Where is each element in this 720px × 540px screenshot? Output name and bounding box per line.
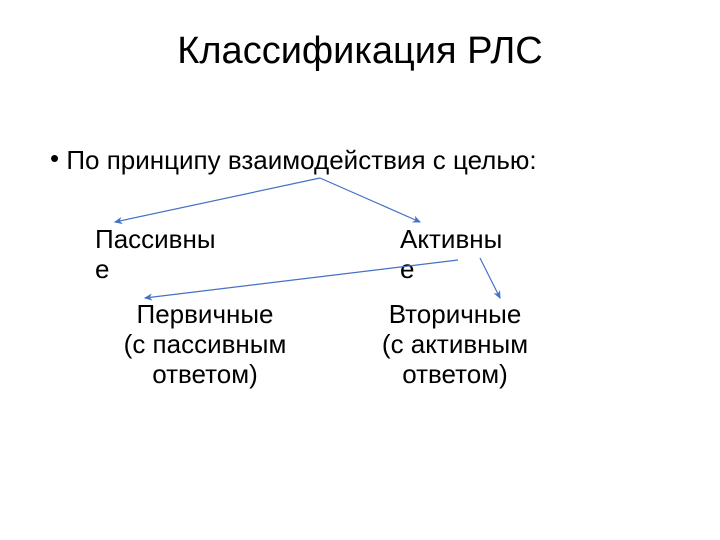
node-active: Активны е [400,225,530,285]
node-secondary-line2: (с активным [382,329,528,359]
node-passive: Пассивны е [95,225,235,285]
bullet-dot-icon: • [50,145,59,171]
node-secondary: Вторичные (с активным ответом) [360,300,550,390]
node-active-line1: Активны [400,224,502,254]
bullet-item: • По принципу взаимодействия с целью: [50,145,670,176]
node-primary-line1: Первичные [137,299,274,329]
arrow-top-to-passive [115,178,320,222]
node-secondary-line3: ответом) [402,359,508,389]
node-primary-line3: ответом) [152,359,258,389]
arrow-top-to-active [320,178,420,222]
node-primary-line2: (с пассивным [124,329,287,359]
node-secondary-line1: Вторичные [389,299,522,329]
page-title: Классификация РЛС [0,30,720,73]
node-active-line2: е [400,254,414,284]
node-passive-line1: Пассивны [95,224,216,254]
node-passive-line2: е [95,254,109,284]
node-primary: Первичные (с пассивным ответом) [105,300,305,390]
bullet-text: По принципу взаимодействия с целью: [66,145,536,175]
